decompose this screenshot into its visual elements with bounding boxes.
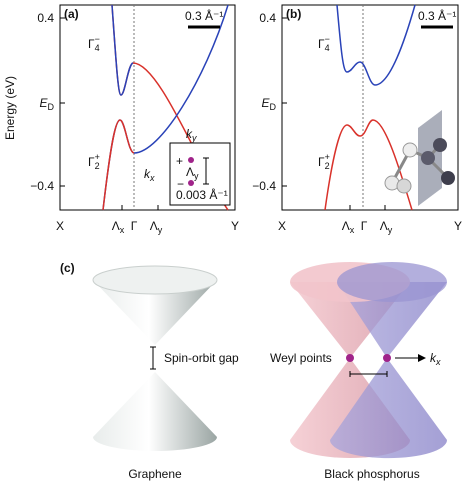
k-label: kx: [430, 351, 441, 367]
band-label: Γ4−: [88, 34, 100, 53]
text: Γ: [318, 37, 325, 51]
text: 2: [325, 161, 330, 171]
inset: [169, 142, 231, 206]
text: y: [388, 225, 393, 235]
panel-label: (a): [64, 7, 79, 21]
band: [111, 4, 134, 96]
text: D: [48, 102, 55, 112]
x-label: Λy: [380, 219, 393, 235]
text: Λ: [342, 219, 350, 233]
panel-b: (b) 0.3 Å⁻¹ 0.4 ED −0.4 X Λx Γ Λy Y Γ4− …: [252, 4, 462, 235]
text: 4: [95, 43, 100, 53]
text: 4: [325, 43, 330, 53]
x-label: Λx: [342, 219, 355, 235]
inset-label: 0.003 Å⁻¹: [176, 187, 228, 202]
cone: [93, 372, 217, 451]
y-tick-label: −0.4: [30, 179, 54, 193]
text: k: [430, 351, 437, 365]
text: x: [435, 357, 441, 367]
plot-frame: [59, 4, 236, 211]
band-label: Γ4−: [318, 34, 330, 53]
x-label: X: [56, 219, 64, 233]
text: k: [186, 127, 193, 141]
x-label: Λx: [112, 219, 125, 235]
text: y: [194, 171, 199, 181]
x-label: Y: [454, 219, 462, 233]
panel-a: (a) 0.3 Å⁻¹ Energy (eV) 0.4 ED −0.4 X Λx…: [3, 4, 239, 235]
cone-top: [92, 265, 218, 295]
band: [324, 119, 413, 211]
molecule: [384, 110, 455, 206]
band-label: Γ2+: [88, 152, 100, 171]
inset-label: +: [176, 154, 183, 168]
y-tick-label: ED: [39, 96, 54, 112]
text: x: [120, 225, 125, 235]
bracket: [349, 371, 388, 377]
inset-label: ky: [186, 127, 197, 143]
caption: Graphene: [128, 467, 182, 481]
x-label: X: [278, 219, 286, 233]
inset-label: Λy: [186, 165, 199, 181]
y-tick-label: 0.4: [37, 11, 54, 25]
x-label: Y: [231, 219, 239, 233]
text: y: [191, 133, 197, 143]
y-axis-label: Energy (eV): [3, 76, 17, 140]
text: Γ: [88, 155, 95, 169]
band-label: Γ2+: [318, 152, 330, 171]
ticks: [60, 17, 159, 210]
gap-label: Spin-orbit gap: [164, 351, 239, 365]
panel-label: (b): [286, 7, 301, 21]
weyl-label: Weyl points: [270, 351, 332, 365]
text: E: [39, 96, 48, 110]
point: [188, 180, 194, 186]
text: Γ: [318, 155, 325, 169]
ticks: [282, 17, 386, 210]
bracket: [150, 346, 156, 370]
x-label: Λy: [150, 219, 163, 235]
text: k: [144, 167, 151, 181]
weyl-point: [383, 354, 391, 362]
text: Λ: [112, 219, 120, 233]
text: Λ: [150, 219, 158, 233]
text: y: [158, 225, 163, 235]
text: E: [261, 96, 270, 110]
scale-text: 0.3 Å⁻¹: [418, 8, 456, 23]
text: +: [325, 152, 330, 162]
text: Γ: [88, 37, 95, 51]
bracket: [203, 157, 209, 185]
y-tick-label: 0.4: [259, 11, 276, 25]
cone: [330, 358, 447, 459]
text: 2: [95, 161, 100, 171]
y-tick-label: −0.4: [252, 179, 276, 193]
text: Λ: [380, 219, 388, 233]
text: +: [95, 152, 100, 162]
text: −: [95, 34, 100, 44]
band: [336, 4, 416, 86]
arrow-head: [418, 354, 426, 362]
text: −: [325, 34, 330, 44]
plot-frame: [281, 4, 459, 211]
text: D: [270, 102, 277, 112]
panel-c: (c) Spin-orbit gap Graphene Weyl points …: [60, 261, 447, 481]
panel-label: (c): [60, 261, 75, 275]
cone: [93, 280, 217, 345]
text: x: [350, 225, 355, 235]
inset-label: kx: [144, 167, 155, 183]
x-label: Γ: [131, 219, 138, 233]
scale-text: 0.3 Å⁻¹: [185, 8, 223, 23]
x-label: Γ: [361, 219, 368, 233]
inset-label: −: [177, 177, 184, 191]
caption: Black phosphorus: [324, 467, 419, 481]
cone-top: [337, 262, 447, 302]
point: [188, 157, 194, 163]
band: [102, 119, 135, 211]
text: Λ: [186, 165, 194, 179]
text: x: [149, 173, 155, 183]
weyl-point: [346, 354, 354, 362]
y-tick-label: ED: [261, 96, 276, 112]
